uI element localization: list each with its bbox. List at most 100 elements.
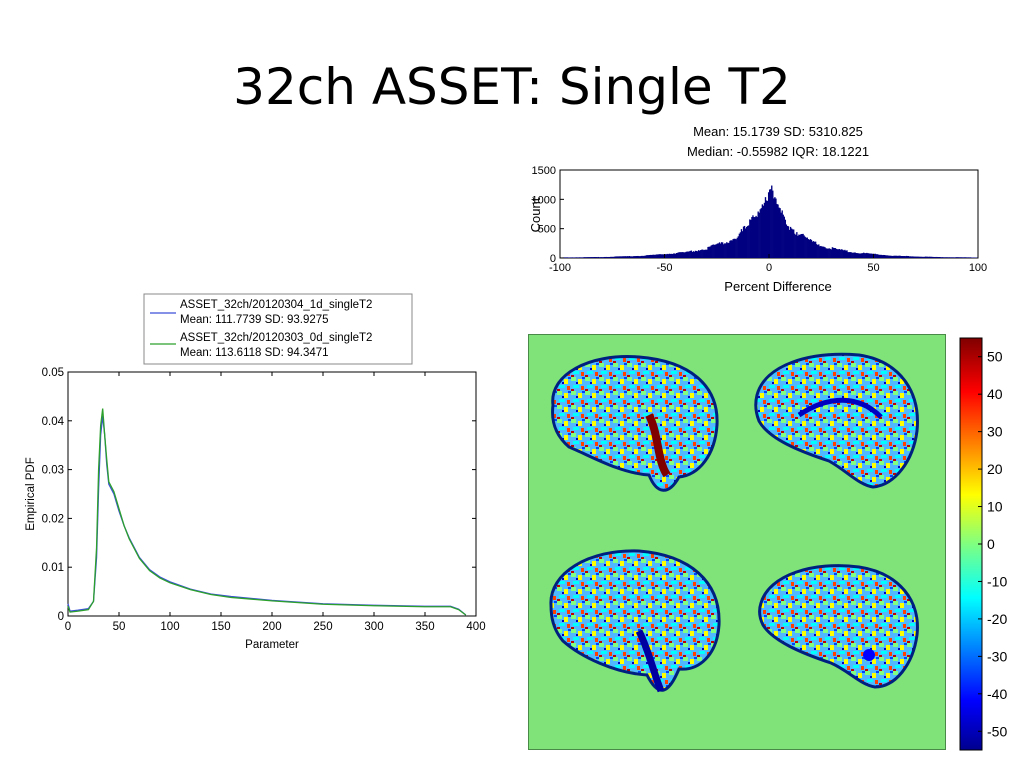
histogram-bar <box>575 257 578 258</box>
histogram-bar <box>568 257 570 258</box>
histogram-bar <box>774 197 776 258</box>
histogram-bar <box>749 219 751 258</box>
histogram-bar <box>932 256 934 258</box>
histogram-bar <box>761 204 764 258</box>
histogram-bar <box>700 250 702 258</box>
histogram-bar <box>867 253 869 258</box>
histogram-bar <box>831 247 834 258</box>
histogram-bar <box>780 212 782 258</box>
histogram-bar <box>888 255 890 258</box>
histogram-bar <box>682 252 684 258</box>
histogram-bar <box>856 253 859 258</box>
histogram-bar <box>922 256 924 258</box>
histogram-bar <box>601 257 604 258</box>
histogram-bar <box>844 249 846 258</box>
colorbar-tick-label: -40 <box>987 686 1007 702</box>
pdf-x-tick-label: 250 <box>313 621 332 633</box>
histogram-bar <box>585 257 587 258</box>
histogram-bar <box>614 256 616 258</box>
histogram-bar <box>704 249 706 258</box>
histogram-bar <box>674 253 677 258</box>
histogram-bar <box>950 257 953 258</box>
histogram-y-tick-label: 0 <box>550 253 556 265</box>
histogram-bar <box>777 204 779 258</box>
histogram-bar <box>713 244 715 258</box>
histogram-bar <box>672 253 675 258</box>
legend-name-2: ASSET_32ch/20120303_0d_singleT2 <box>180 332 372 344</box>
histogram-bar <box>877 254 880 258</box>
histogram-bar <box>687 251 689 258</box>
histogram-bar <box>721 242 724 258</box>
histogram-bar <box>739 232 742 258</box>
histogram-bar <box>724 243 726 258</box>
histogram-bar <box>898 255 900 258</box>
histogram-bar <box>712 244 714 258</box>
histogram-bar <box>685 251 687 258</box>
histogram-bar <box>826 248 828 258</box>
histogram-bar <box>816 244 818 258</box>
histogram-bar <box>758 212 760 258</box>
histogram-bar <box>937 257 939 258</box>
histogram-bar <box>778 207 780 258</box>
histogram-bar <box>566 257 568 258</box>
histogram-bar <box>801 233 803 258</box>
colorbar-tick-label: -20 <box>987 611 1007 627</box>
histogram-bar <box>955 257 957 258</box>
histogram-bar <box>848 252 850 258</box>
histogram-bar <box>969 257 971 258</box>
histogram-bar <box>661 254 663 258</box>
histogram-bar <box>689 250 691 258</box>
histogram-bar <box>766 200 769 258</box>
histogram-bar <box>837 249 840 258</box>
histogram-bar <box>870 253 872 258</box>
histogram-bar <box>821 246 823 258</box>
histogram-bar <box>853 252 855 258</box>
histogram-bar <box>710 245 712 258</box>
histogram-x-tick-label: 100 <box>969 262 987 274</box>
histogram-bar <box>782 214 784 258</box>
histogram-bar <box>698 250 701 258</box>
histogram-bar <box>734 238 736 258</box>
histogram-bar <box>613 256 615 258</box>
histogram-bar <box>584 257 586 258</box>
histogram-x-label: Percent Difference <box>724 279 831 294</box>
histogram-bar <box>688 251 690 258</box>
histogram-bar <box>577 257 580 258</box>
histogram-bar <box>707 246 709 258</box>
histogram-bar <box>692 251 695 258</box>
histogram-bar <box>764 197 767 258</box>
histogram-bar <box>600 257 603 258</box>
histogram-bar <box>642 255 644 258</box>
histogram-bar <box>720 242 723 258</box>
histogram-bar <box>679 252 681 258</box>
histogram-bar <box>589 257 591 258</box>
histogram-bar <box>696 251 699 258</box>
histogram-bar <box>631 256 633 258</box>
histogram-x-tick-label: 0 <box>766 262 772 274</box>
colorbar-tick-label: -50 <box>987 723 1007 739</box>
histogram-bar <box>569 257 571 258</box>
histogram-bar <box>860 253 863 258</box>
histogram-bar <box>715 244 718 258</box>
histogram-bar <box>803 235 805 258</box>
histogram-bar <box>718 242 721 258</box>
histogram-bar <box>884 255 887 258</box>
histogram-bar <box>828 248 830 258</box>
histogram-bar <box>863 252 865 258</box>
histogram-bar <box>850 252 852 258</box>
colorbar-ticks: 50 40 30 20 10 0 -10 -20 -30 -40 -50 <box>978 349 1007 739</box>
histogram-bar <box>927 256 930 258</box>
histogram-bar <box>636 256 638 258</box>
histogram-bar <box>783 216 785 258</box>
pdf-x-label: Parameter <box>245 639 299 651</box>
histogram-bar <box>802 233 804 258</box>
pdf-x-tick-label: 100 <box>160 621 179 633</box>
histogram-bar <box>957 257 959 258</box>
histogram-bar <box>671 253 674 258</box>
histogram-bar <box>834 248 837 258</box>
histogram-bar <box>709 246 711 258</box>
histogram-bar <box>702 249 704 258</box>
histogram-bar <box>751 217 753 258</box>
histogram-bar <box>597 256 599 258</box>
